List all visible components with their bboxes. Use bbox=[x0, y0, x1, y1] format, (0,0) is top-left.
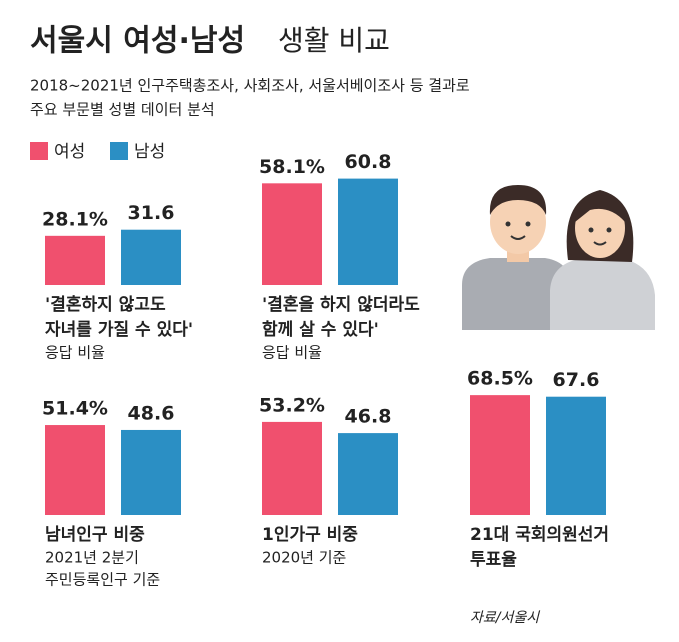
chart-label: 1인가구 비중 bbox=[262, 525, 358, 545]
chart-note: 주민등록인구 기준 bbox=[45, 571, 160, 589]
chart-note: 2021년 2분기 bbox=[45, 549, 139, 567]
subtitle: 주요 부문별 성별 데이터 분석 bbox=[30, 101, 215, 119]
title-suffix: 생활 비교 bbox=[278, 24, 390, 57]
chart-label: '결혼하지 않고도 bbox=[45, 294, 166, 315]
value-label: 31.6 bbox=[128, 202, 175, 224]
legend-swatch bbox=[30, 142, 48, 160]
chart-label: 자녀를 가질 수 있다' bbox=[45, 319, 193, 340]
title: 서울시 여성·남성 bbox=[30, 24, 245, 59]
chart-label: 21대 국회의원선거 bbox=[470, 525, 609, 545]
chart-note: 2020년 기준 bbox=[262, 549, 347, 567]
bar bbox=[262, 183, 322, 285]
chart-note: 응답 비율 bbox=[262, 344, 322, 362]
bar bbox=[546, 396, 606, 515]
bar bbox=[338, 178, 398, 285]
subtitle: 2018~2021년 인구주택총조사, 사회조사, 서울서베이조사 등 결과로 bbox=[30, 77, 470, 95]
people-illustration bbox=[462, 185, 655, 330]
value-label: 60.8 bbox=[345, 151, 392, 173]
bar bbox=[45, 235, 105, 285]
value-label: 28.1% bbox=[42, 208, 108, 230]
bar bbox=[338, 433, 398, 515]
value-label: 68.5% bbox=[467, 368, 533, 390]
chart-note: 응답 비율 bbox=[45, 344, 105, 362]
value-label: 48.6 bbox=[128, 402, 175, 424]
value-label: 51.4% bbox=[42, 398, 108, 420]
value-label: 67.6 bbox=[553, 369, 600, 391]
bar bbox=[121, 429, 181, 515]
chart-label: 남녀인구 비중 bbox=[45, 525, 145, 545]
bar bbox=[262, 421, 322, 515]
legend-swatch bbox=[110, 142, 128, 160]
value-label: 58.1% bbox=[259, 156, 325, 178]
value-label: 53.2% bbox=[259, 394, 325, 416]
legend-label: 남성 bbox=[134, 142, 165, 162]
chart-label: 투표율 bbox=[470, 550, 517, 570]
bar bbox=[121, 229, 181, 285]
legend-label: 여성 bbox=[54, 142, 85, 162]
chart-label: 함께 살 수 있다' bbox=[262, 319, 379, 340]
chart-label: '결혼을 하지 않더라도 bbox=[262, 294, 420, 315]
source: 자료/서울시 bbox=[470, 610, 540, 626]
bar bbox=[470, 395, 530, 515]
bar bbox=[45, 425, 105, 515]
value-label: 46.8 bbox=[345, 406, 392, 428]
